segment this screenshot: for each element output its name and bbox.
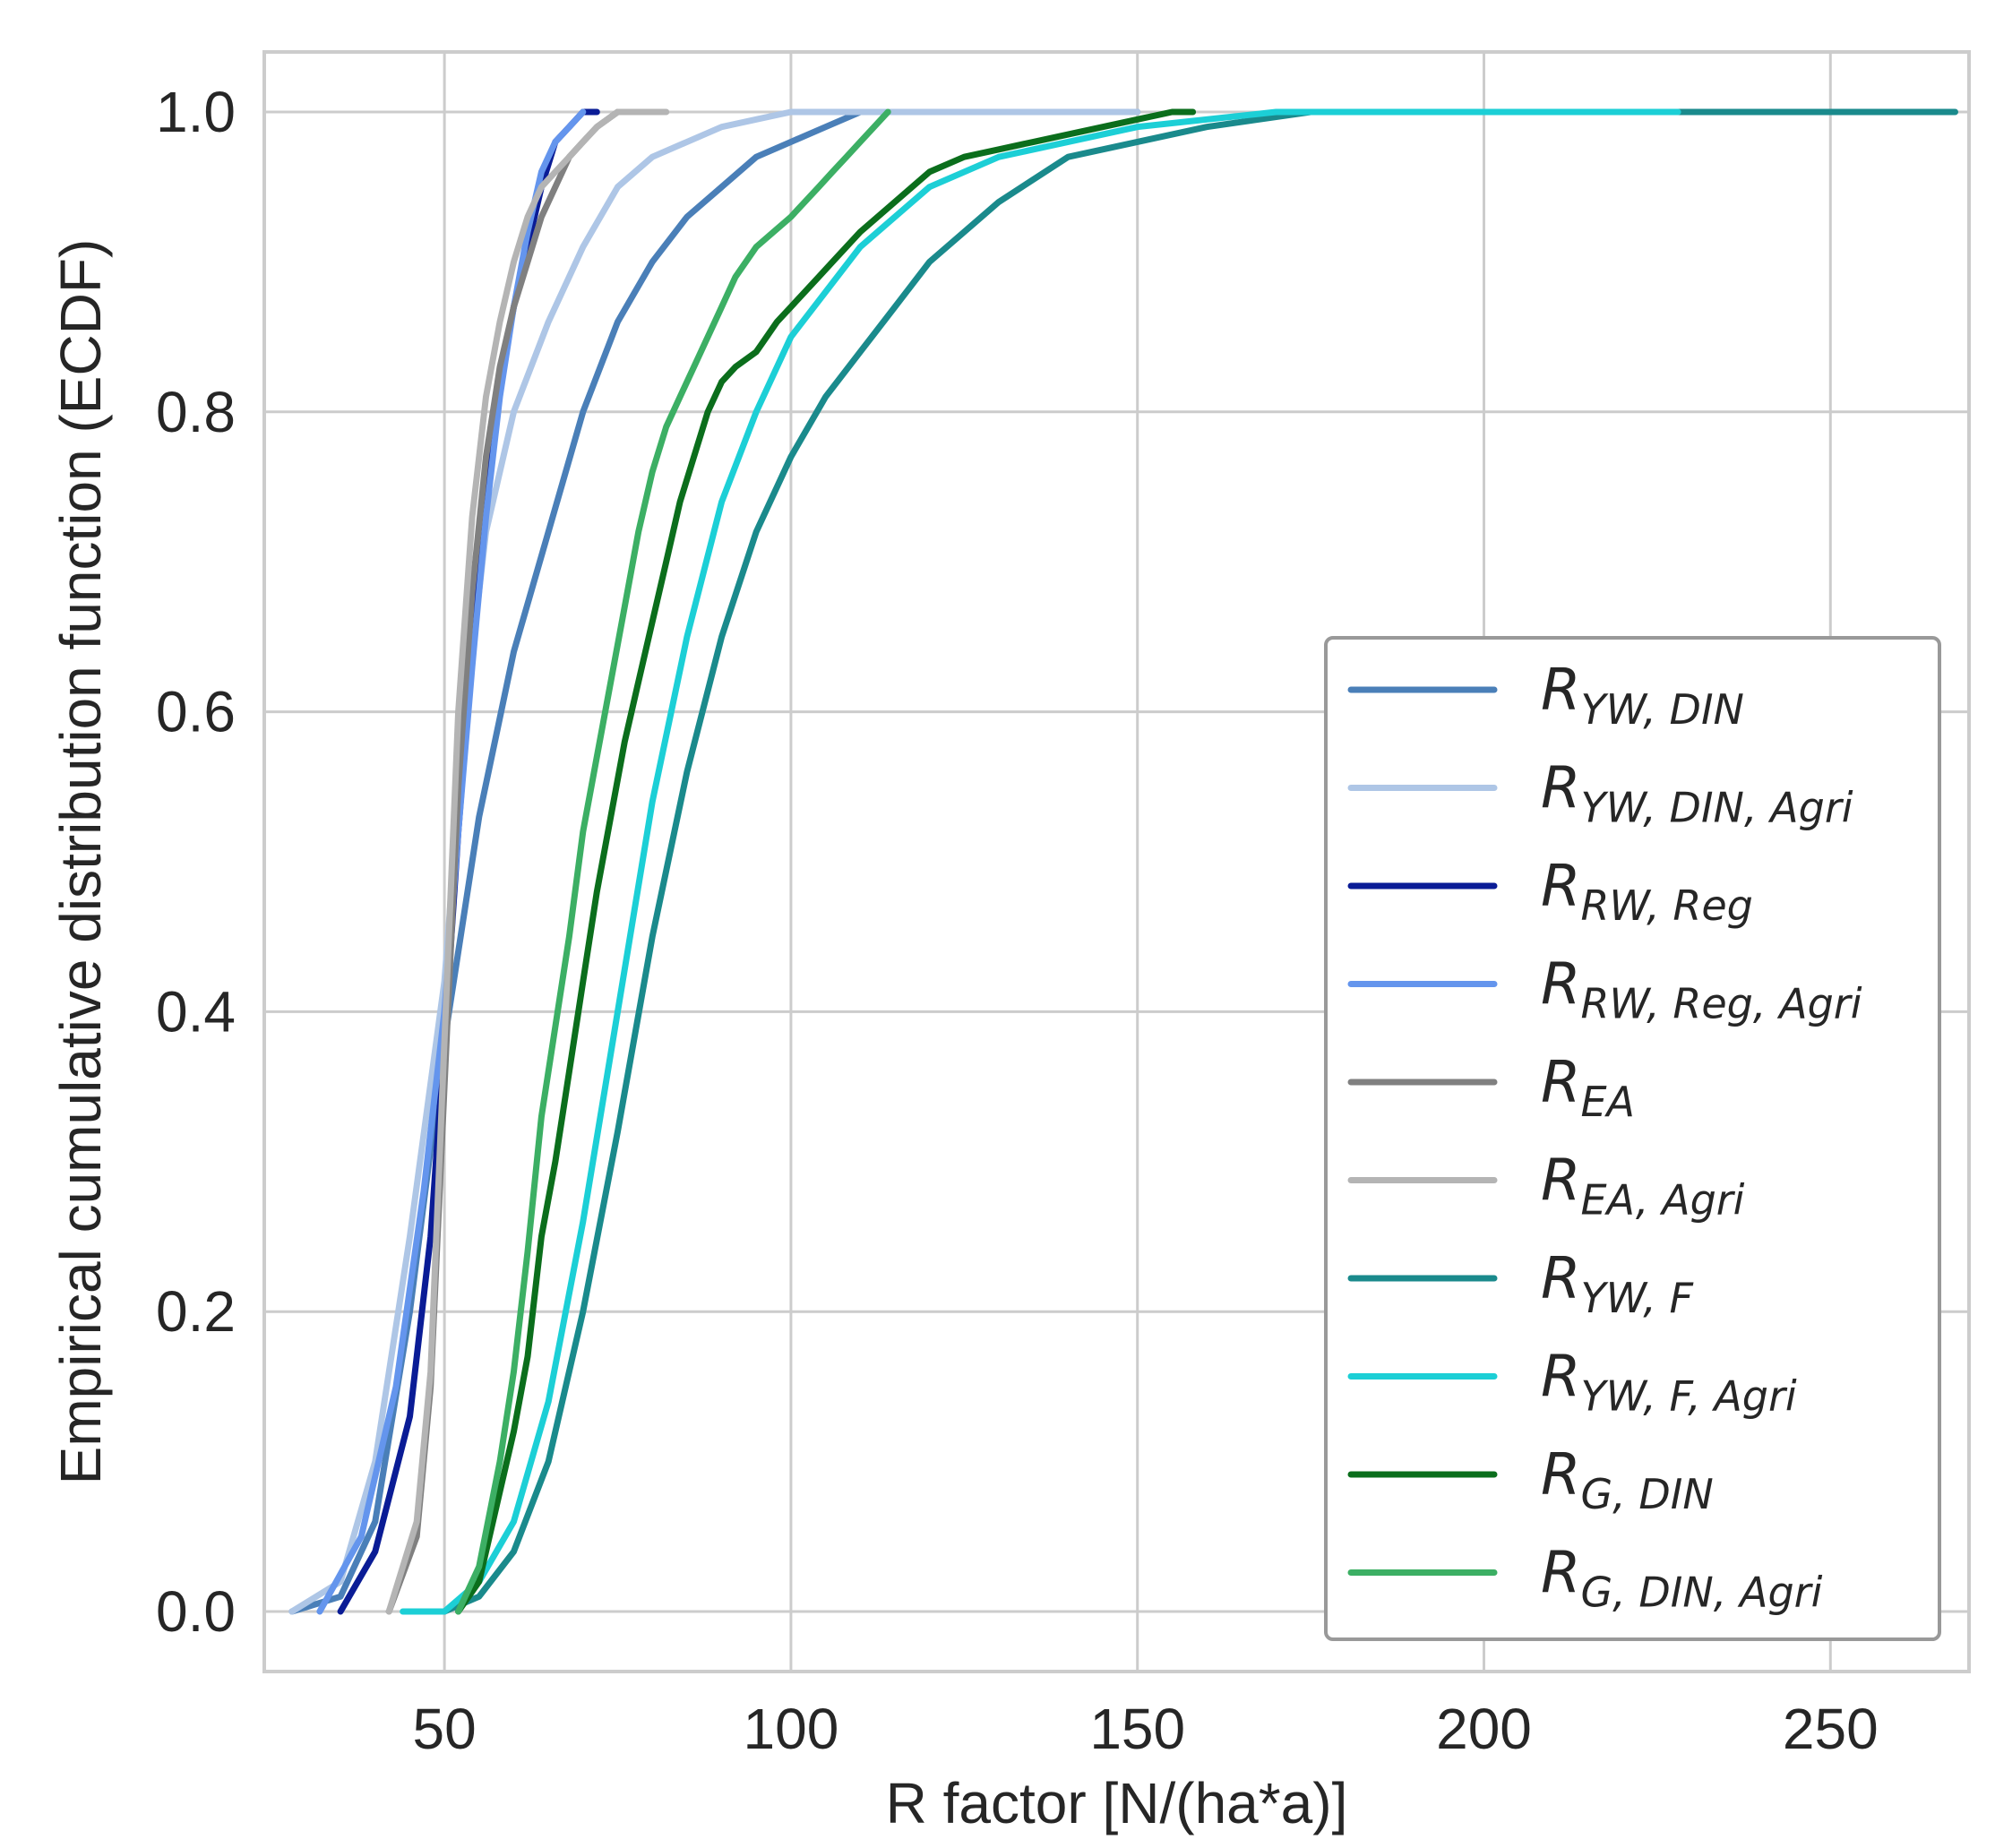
series-lines [288, 108, 1958, 1615]
x-tick-label: 150 [1089, 1697, 1185, 1761]
legend-entry-label: RYW, DIN, Agri [1541, 756, 1853, 832]
legend-entry-label: RYW, F [1541, 1246, 1694, 1322]
legend-entry-label: REA, Agri [1541, 1148, 1745, 1225]
x-tick-label: 250 [1783, 1697, 1879, 1761]
y-axis-label: Empirical cumulative distribution functi… [48, 239, 113, 1485]
y-tick-label: 0.2 [156, 1279, 236, 1344]
series-line-g-din-agri [455, 108, 891, 1615]
series-line-yw-f-agri [400, 108, 1681, 1615]
legend-entry-label: REA [1541, 1050, 1635, 1126]
series-line-yw-din-agri [288, 108, 1141, 1615]
series-line-rw-reg-agri [316, 108, 587, 1615]
legend-entry-label: RG, DIN [1541, 1442, 1714, 1518]
legend-entry-label: RYW, F, Agri [1541, 1345, 1797, 1421]
legend-entry-label: RYW, DIN [1541, 658, 1744, 734]
y-tick-label: 1.0 [156, 80, 236, 144]
series-line-ea-agri [385, 108, 670, 1615]
legend-entry-label: RRW, Reg [1541, 854, 1753, 930]
x-tick-label: 200 [1436, 1697, 1532, 1761]
y-tick-label: 0.4 [156, 979, 236, 1044]
x-tick-label: 50 [413, 1697, 477, 1761]
y-tick-label: 0.6 [156, 680, 236, 744]
x-tick-label: 100 [744, 1697, 839, 1761]
legend-entry-label: RRW, Reg, Agri [1541, 952, 1862, 1028]
x-axis-label: R factor [N/(ha*a)] [886, 1771, 1348, 1835]
y-tick-label: 0.0 [156, 1579, 236, 1644]
series-line-yw-f [407, 108, 1958, 1615]
plot-area-frame [262, 50, 1971, 1673]
tick-labels: 50 100 150 200 250 0.0 0.2 0.4 0.6 0.8 1.0 [156, 80, 1879, 1761]
series-line-g-din [455, 108, 1197, 1615]
legend-entry-label: RG, DIN, Agri [1541, 1541, 1823, 1617]
y-tick-label: 0.8 [156, 380, 236, 444]
legend: RYW, DIN RYW, DIN, Agri RRW, Reg RRW, Reg, … [1324, 636, 1941, 1641]
